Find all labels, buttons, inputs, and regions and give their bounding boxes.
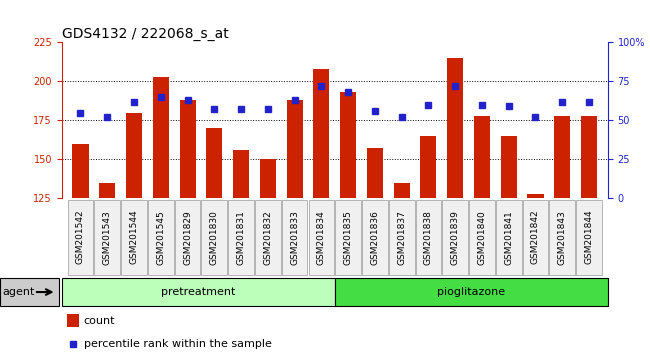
FancyBboxPatch shape: [469, 200, 495, 275]
Text: percentile rank within the sample: percentile rank within the sample: [84, 339, 272, 349]
FancyBboxPatch shape: [523, 200, 549, 275]
FancyBboxPatch shape: [362, 200, 388, 275]
Text: GSM201830: GSM201830: [210, 210, 219, 265]
FancyBboxPatch shape: [175, 200, 200, 275]
Text: GSM201832: GSM201832: [263, 210, 272, 264]
Text: GSM201829: GSM201829: [183, 210, 192, 264]
Bar: [99, 183, 115, 198]
Text: pioglitazone: pioglitazone: [437, 287, 505, 297]
Text: GSM201843: GSM201843: [558, 210, 567, 264]
Text: GSM201839: GSM201839: [450, 210, 460, 265]
Bar: [233, 150, 249, 198]
Bar: [394, 183, 410, 198]
Text: GSM201842: GSM201842: [531, 210, 540, 264]
Bar: [206, 128, 222, 198]
FancyBboxPatch shape: [148, 200, 174, 275]
Text: agent: agent: [3, 287, 34, 297]
Bar: [367, 148, 383, 198]
FancyBboxPatch shape: [255, 200, 281, 275]
Text: GSM201836: GSM201836: [370, 210, 380, 265]
FancyBboxPatch shape: [496, 200, 521, 275]
Text: count: count: [84, 316, 115, 326]
Text: GSM201545: GSM201545: [156, 210, 165, 264]
FancyBboxPatch shape: [94, 200, 120, 275]
FancyBboxPatch shape: [202, 200, 227, 275]
Bar: [67, 314, 79, 327]
Bar: [153, 77, 169, 198]
FancyBboxPatch shape: [335, 278, 608, 306]
FancyBboxPatch shape: [121, 200, 147, 275]
Text: GDS4132 / 222068_s_at: GDS4132 / 222068_s_at: [62, 28, 229, 41]
Bar: [500, 136, 517, 198]
Bar: [474, 116, 490, 198]
FancyBboxPatch shape: [0, 278, 58, 306]
Text: GSM201831: GSM201831: [237, 210, 246, 265]
Text: GSM201542: GSM201542: [76, 210, 85, 264]
Bar: [72, 144, 88, 198]
FancyBboxPatch shape: [389, 200, 415, 275]
FancyBboxPatch shape: [228, 200, 254, 275]
FancyBboxPatch shape: [62, 278, 335, 306]
FancyBboxPatch shape: [68, 200, 94, 275]
Bar: [287, 100, 303, 198]
FancyBboxPatch shape: [576, 200, 602, 275]
Bar: [554, 116, 570, 198]
Bar: [581, 116, 597, 198]
Text: GSM201834: GSM201834: [317, 210, 326, 264]
Text: GSM201837: GSM201837: [397, 210, 406, 265]
Text: GSM201543: GSM201543: [103, 210, 112, 264]
Bar: [527, 194, 543, 198]
Bar: [260, 159, 276, 198]
FancyBboxPatch shape: [443, 200, 468, 275]
FancyBboxPatch shape: [549, 200, 575, 275]
Bar: [313, 69, 330, 198]
Bar: [179, 100, 196, 198]
Text: GSM201841: GSM201841: [504, 210, 514, 264]
FancyBboxPatch shape: [309, 200, 334, 275]
Bar: [126, 113, 142, 198]
Text: GSM201544: GSM201544: [129, 210, 138, 264]
Bar: [421, 136, 436, 198]
FancyBboxPatch shape: [335, 200, 361, 275]
FancyBboxPatch shape: [281, 200, 307, 275]
FancyBboxPatch shape: [415, 200, 441, 275]
Text: GSM201833: GSM201833: [290, 210, 299, 265]
Text: GSM201838: GSM201838: [424, 210, 433, 265]
Text: GSM201844: GSM201844: [584, 210, 593, 264]
Bar: [447, 58, 463, 198]
Bar: [340, 92, 356, 198]
Text: GSM201835: GSM201835: [344, 210, 353, 265]
Text: pretreatment: pretreatment: [161, 287, 235, 297]
Text: GSM201840: GSM201840: [478, 210, 486, 264]
